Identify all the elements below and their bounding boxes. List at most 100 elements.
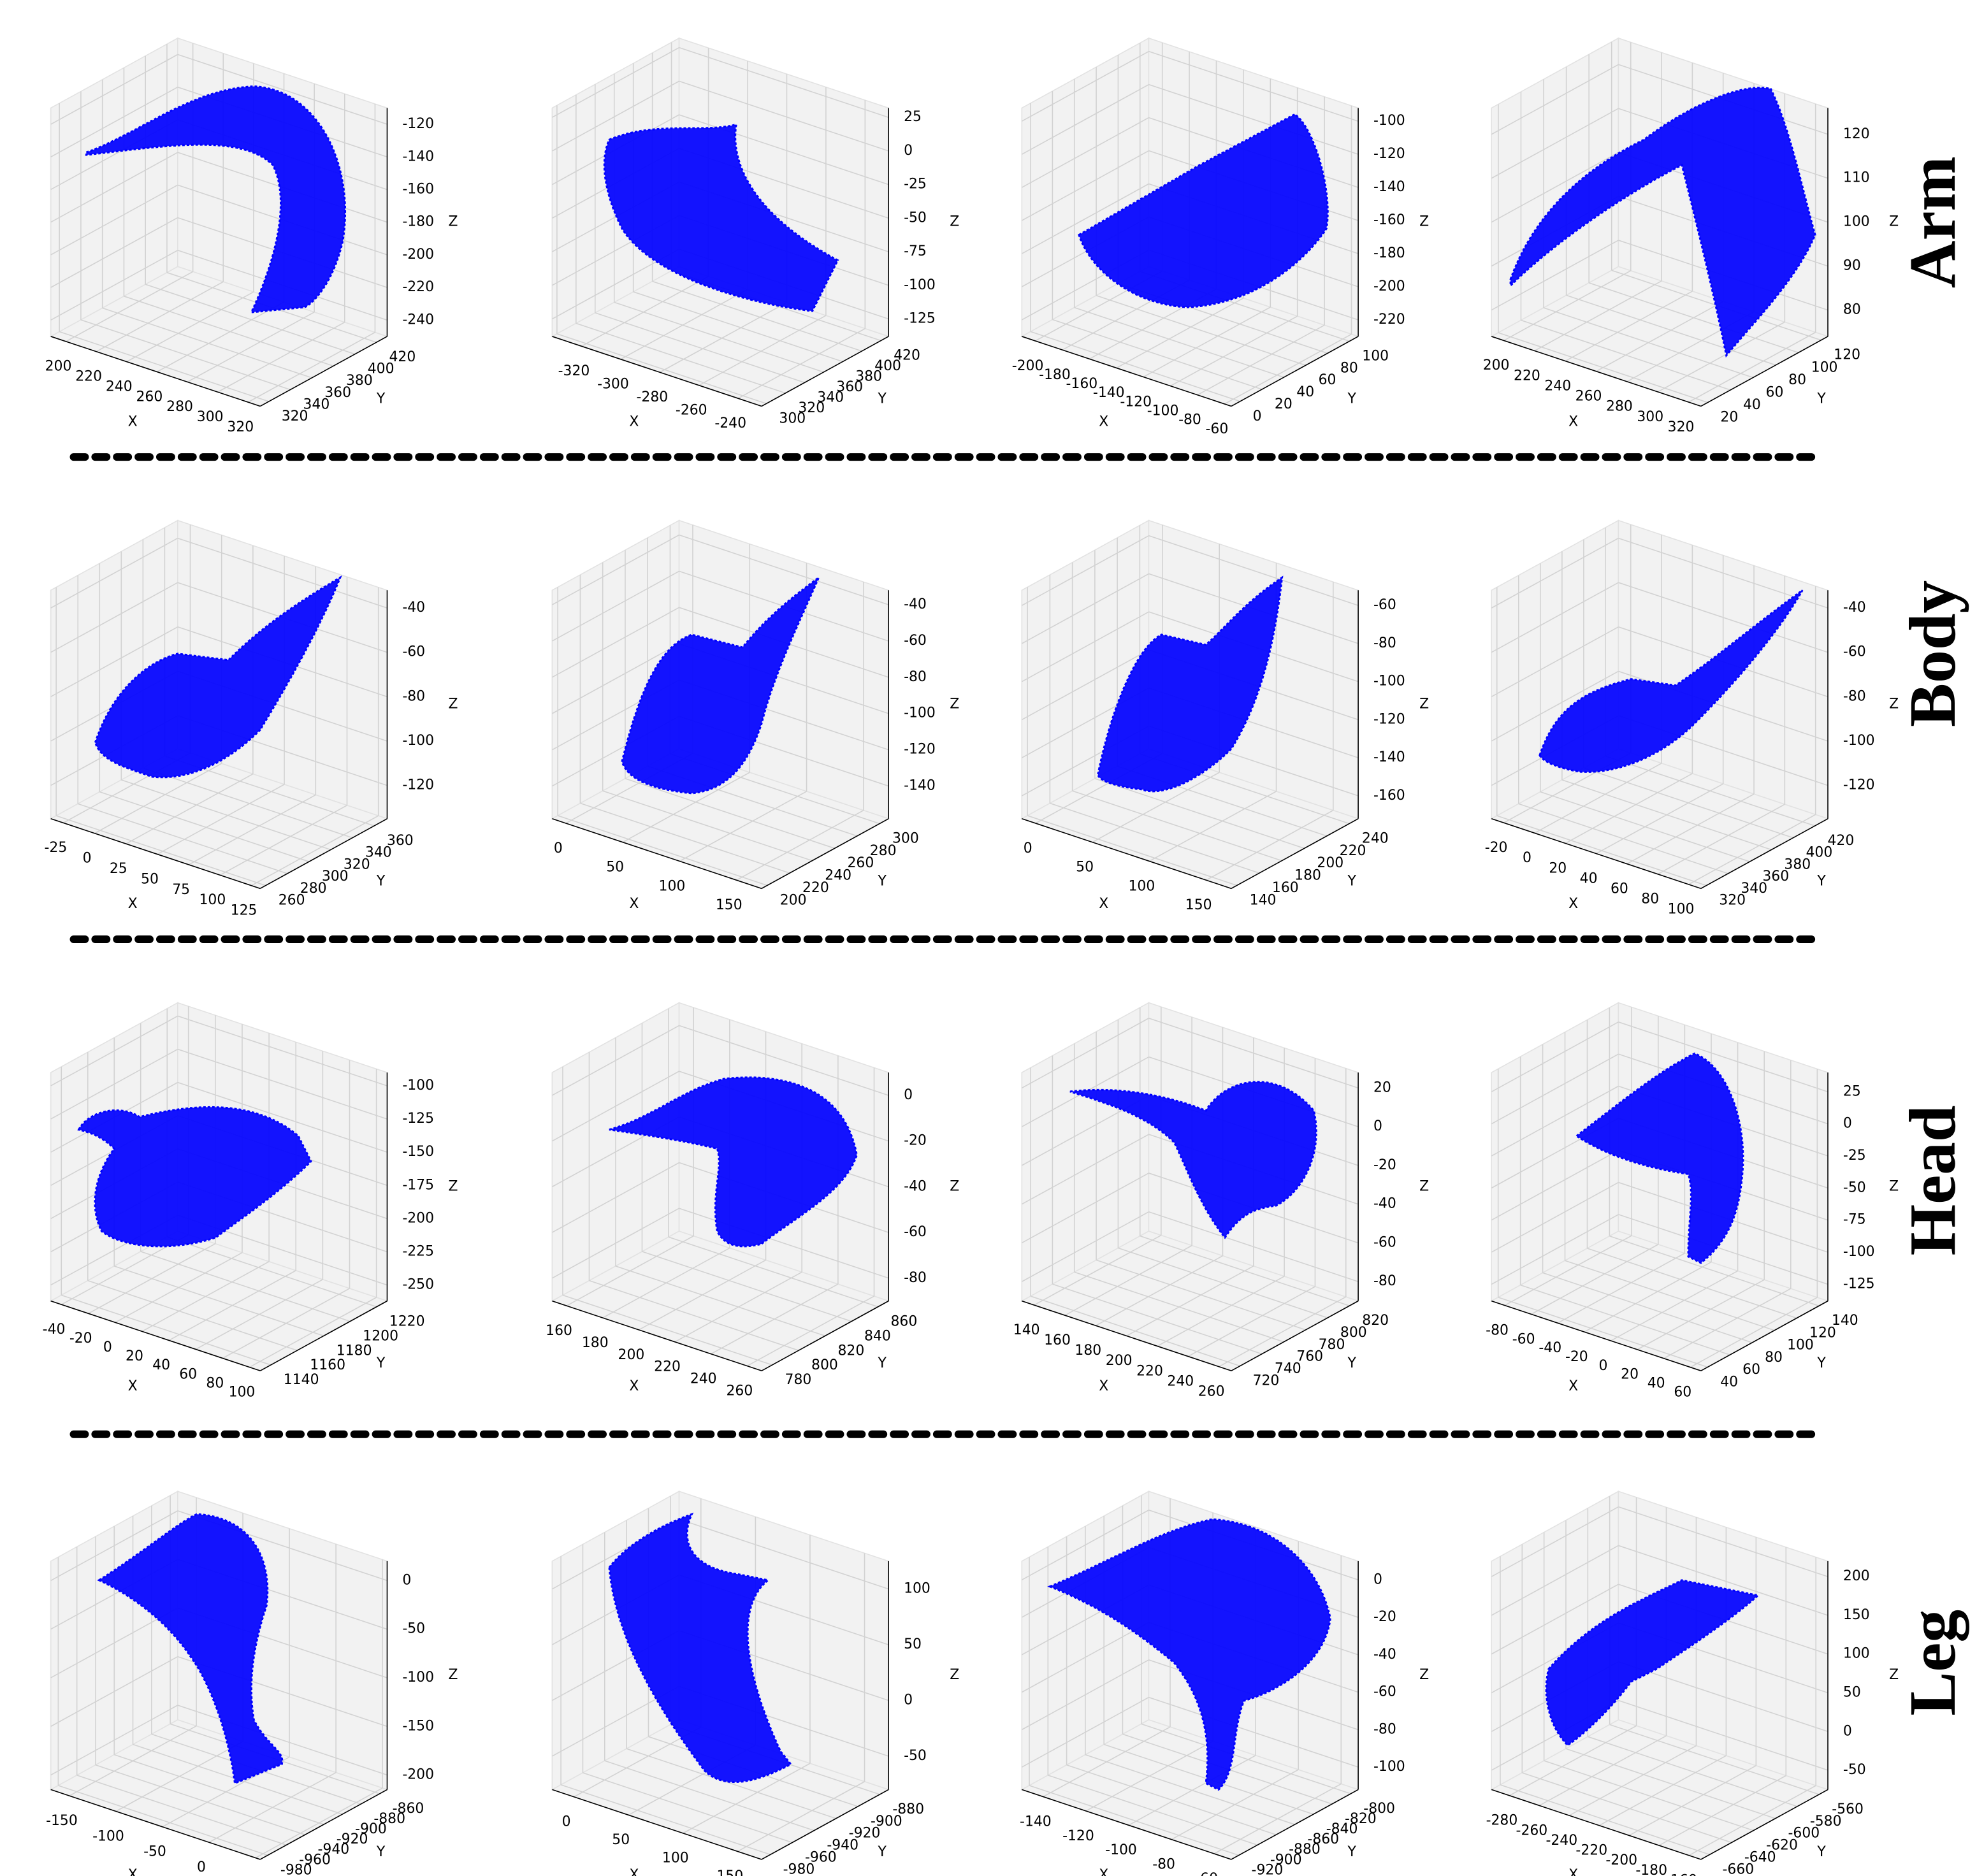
grid-line [1072,790,1282,862]
grid-line [87,1280,298,1351]
row-label: Body [1897,581,1969,727]
grid-line [126,773,254,844]
axis-line [1022,1789,1232,1860]
z-tick-label: 0 [1373,1118,1382,1134]
z-tick-label: -160 [1373,788,1405,804]
grid-line [177,1081,387,1153]
x-tick-label: -40 [43,1322,66,1338]
grid-line [1096,294,1306,366]
z-axis-label: Z [449,214,458,230]
point-cloud [1509,87,1816,358]
x-tick-label: 0 [103,1339,112,1355]
grid-line [50,582,178,653]
point-cloud [97,1513,284,1785]
y-tick-label: -840 [1326,1821,1358,1837]
x-tick-label: 220 [75,369,102,385]
grid-line [1503,270,1632,342]
x-axis-label: X [1568,896,1578,912]
grid-line [551,534,679,605]
z-tick-label: -20 [1373,1609,1396,1625]
y-tick-label: 420 [894,347,920,363]
axis-line [50,336,261,407]
y-tick-label: 240 [1362,830,1389,846]
grid-line [94,763,222,834]
grid-line [1657,321,1785,393]
grid-line [560,1784,771,1856]
grid-line [1539,1735,1667,1807]
grid-line [1021,1622,1149,1693]
z-axis-label: Z [449,1178,458,1194]
z-tick-label: -220 [402,279,434,295]
x-tick-label: 80 [1641,891,1659,907]
z-tick-label: 100 [1843,214,1870,230]
y-tick-label: 120 [1809,1325,1836,1341]
axis-line [259,818,387,890]
y-tick-label: -920 [337,1831,368,1847]
z-tick-label: -250 [402,1277,434,1293]
grid-line [1143,307,1271,378]
x-axis-label: X [1568,1378,1578,1394]
x-tick-label: -200 [1605,1852,1637,1868]
grid-line [1021,150,1149,221]
axis-line [761,818,889,890]
x-tick-label: -80 [1152,1856,1175,1872]
grid-line [1116,298,1244,369]
z-tick-label: -150 [402,1718,434,1734]
z-tick-label: 0 [1843,1723,1852,1739]
grid-line [1504,1235,1632,1306]
x-tick-label: 0 [1599,1358,1608,1374]
grid-line [58,1785,268,1856]
grid-line [177,54,387,125]
y-tick-label: 60 [1319,372,1336,388]
y-tick-label: -980 [280,1862,312,1876]
x-axis-label: X [1099,896,1108,912]
y-tick-label: 760 [1296,1349,1323,1365]
grid-line [1618,1661,1828,1733]
y-tick-label: 80 [1788,372,1806,388]
grid-line [581,276,709,347]
x-tick-label: 60 [1674,1384,1691,1400]
grid-line [679,47,889,118]
z-tick-label: -40 [1373,1196,1396,1212]
x-tick-label: -25 [45,840,68,856]
y-tick-label: -940 [318,1842,350,1858]
y-tick-label: 260 [279,893,305,909]
grid-line [145,284,356,355]
y-tick-label: 800 [811,1357,838,1373]
x-tick-label: 25 [110,861,127,877]
y-tick-label: 300 [892,830,919,846]
grid-line [1197,324,1325,396]
y-tick-label: -640 [1744,1849,1776,1865]
x-tick-label: 100 [229,1384,256,1400]
z-tick-label: -20 [904,1133,927,1149]
x-tick-label: -260 [1516,1822,1548,1838]
chart: -280-260-240-220-200-180-160 -660-640-620… [1486,1490,1899,1876]
y-tick-label: 780 [785,1372,812,1388]
grid-line [1027,815,1237,886]
grid-line [96,281,224,352]
grid-line [1021,573,1149,644]
grid-line [1491,626,1619,698]
x-tick-label: -140 [1020,1814,1052,1829]
y-tick-label: 260 [847,855,874,871]
grid-line [50,152,178,223]
z-tick-label: 0 [904,1692,913,1708]
z-axis-label: Z [950,1178,959,1194]
x-tick-label: -180 [1635,1863,1667,1876]
z-tick-label: -80 [1373,1273,1396,1289]
z-tick-label: -180 [1373,245,1405,261]
z-tick-label: -80 [402,688,425,704]
y-tick-label: -900 [871,1814,902,1829]
grid-line [50,1510,178,1582]
grid-line [1021,611,1149,682]
grid-line [50,1048,178,1120]
grid-line [1021,1211,1149,1282]
y-tick-label: 720 [1253,1373,1280,1389]
z-tick-label: 25 [1843,1083,1861,1099]
x-tick-label: 240 [1167,1373,1194,1389]
x-axis-label: X [128,414,138,429]
y-tick-label: 380 [346,373,373,389]
y-tick-label: 40 [1743,397,1761,413]
grid-line [1491,108,1619,179]
